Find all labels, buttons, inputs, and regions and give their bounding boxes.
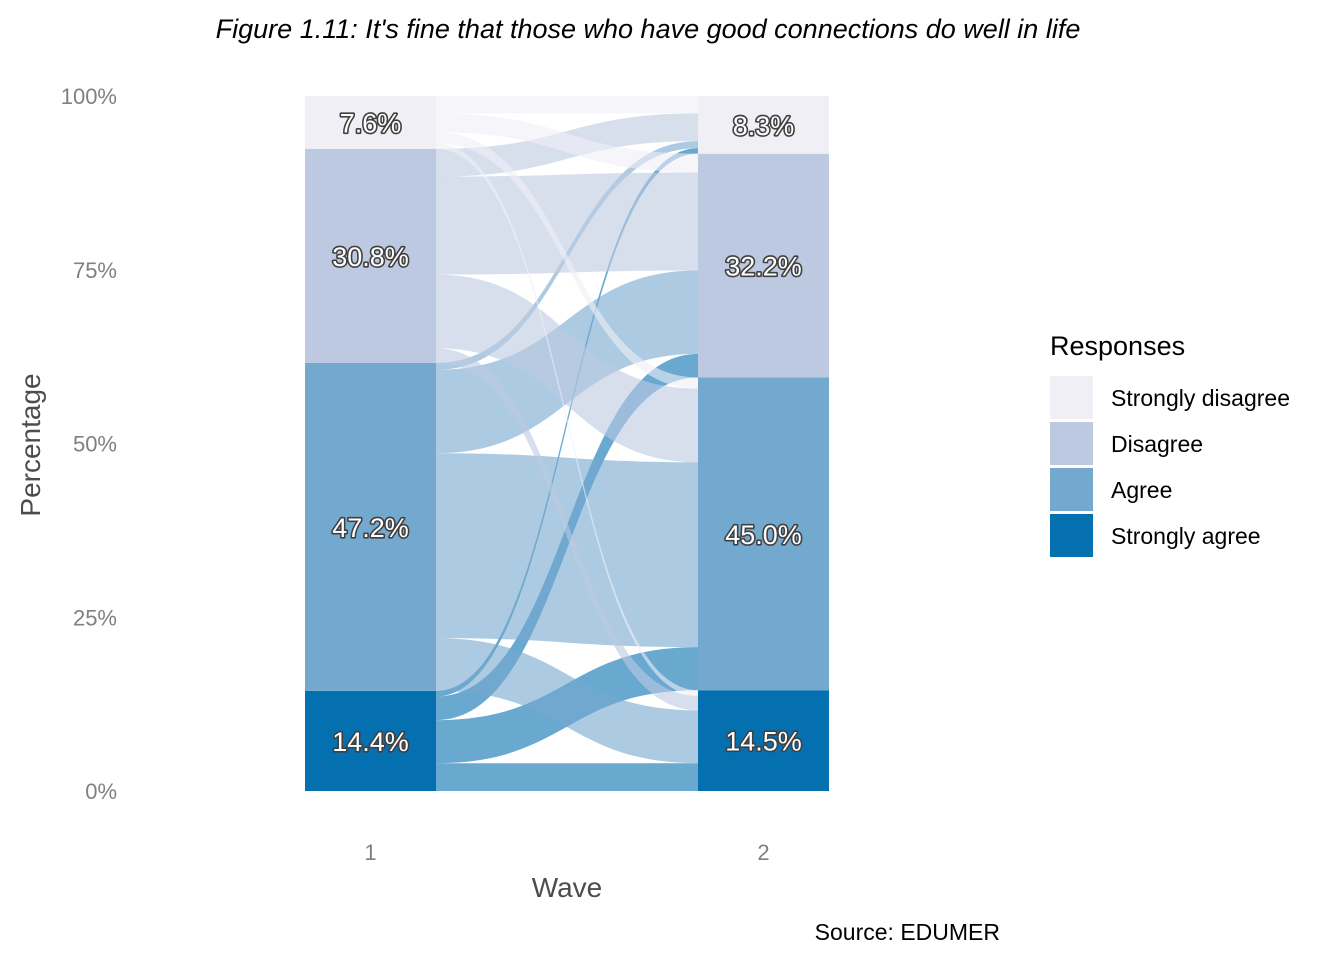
y-tick-label: 100% — [61, 84, 117, 109]
bar-label-wave1-strongly-agree: 14.4% — [332, 727, 409, 757]
legend-swatch-agree — [1050, 468, 1093, 511]
bar-wave1-disagree — [305, 148, 436, 363]
bar-label-wave2-strongly-agree: 14.5% — [725, 727, 802, 757]
flow-strongly-disagree-to-strongly-disagree — [436, 96, 698, 114]
flow-disagree-to-strongly-agree — [436, 348, 698, 711]
flow-strongly-agree-to-strongly-agree — [436, 763, 698, 791]
legend: Responses Strongly disagree Disagree Agree… — [1050, 331, 1290, 557]
flow-disagree-to-disagree — [436, 172, 698, 275]
bar-labels: 14.4% 47.2% 30.8% 7.6% 14.5% 45.0% 32.2% 8.3% — [331, 107, 804, 759]
legend-label-strongly-disagree: Strongly disagree — [1111, 385, 1290, 411]
x-tick-label: 2 — [757, 840, 769, 865]
y-tick-label: 25% — [73, 605, 117, 630]
bar-wave2-strongly-agree — [698, 690, 829, 791]
bar-wave2-strongly-disagree — [698, 96, 829, 154]
bar-label-wave1-disagree: 30.8% — [332, 242, 409, 272]
legend-label-agree: Agree — [1111, 477, 1172, 503]
bar-label-wave1-agree: 47.2% — [332, 513, 409, 543]
legend-label-strongly-agree: Strongly agree — [1111, 523, 1261, 549]
flow-strongly-disagree-to-agree — [436, 132, 698, 389]
y-axis-title: Percentage — [15, 373, 46, 516]
bar-wave1-agree — [305, 362, 436, 691]
legend-swatch-strongly-disagree — [1050, 376, 1093, 419]
legend-swatch-strongly-agree — [1050, 514, 1093, 557]
flow-strongly-disagree-to-disagree — [436, 113, 698, 173]
legend-swatch-disagree — [1050, 422, 1093, 465]
bar-label-wave2-disagree: 32.2% — [725, 252, 802, 282]
bar-label-wave1-strongly-disagree: 7.6% — [340, 108, 402, 138]
bar-wave1-strongly-agree — [305, 690, 436, 791]
y-tick-label: 0% — [85, 779, 117, 804]
y-axis-ticks: 0% 25% 50% 75% 100% — [61, 84, 117, 804]
legend-label-disagree: Disagree — [1111, 431, 1203, 457]
bar-wave2-agree — [698, 377, 829, 691]
flow-agree-to-strongly-agree — [436, 638, 698, 764]
flow-disagree-to-agree — [436, 274, 698, 463]
bar-wave2-disagree — [698, 153, 829, 378]
source-caption: Source: EDUMER — [815, 919, 1000, 945]
bar-label-wave2-strongly-disagree: 8.3% — [733, 111, 795, 141]
flow-strongly-disagree-to-strongly-agree — [436, 143, 698, 696]
chart-title: Figure 1.11: It's fine that those who ha… — [216, 14, 1081, 44]
y-tick-label: 50% — [73, 432, 117, 457]
bar-label-wave2-agree: 45.0% — [725, 520, 802, 550]
x-axis-title: Wave — [532, 872, 603, 903]
flow-agree-to-agree — [436, 453, 698, 648]
legend-title: Responses — [1050, 331, 1185, 361]
alluvial-flows — [436, 96, 698, 791]
y-tick-label: 75% — [73, 258, 117, 283]
bar-wave1-strongly-disagree — [305, 96, 436, 149]
x-tick-label: 1 — [364, 840, 376, 865]
stacked-bars — [305, 96, 829, 791]
